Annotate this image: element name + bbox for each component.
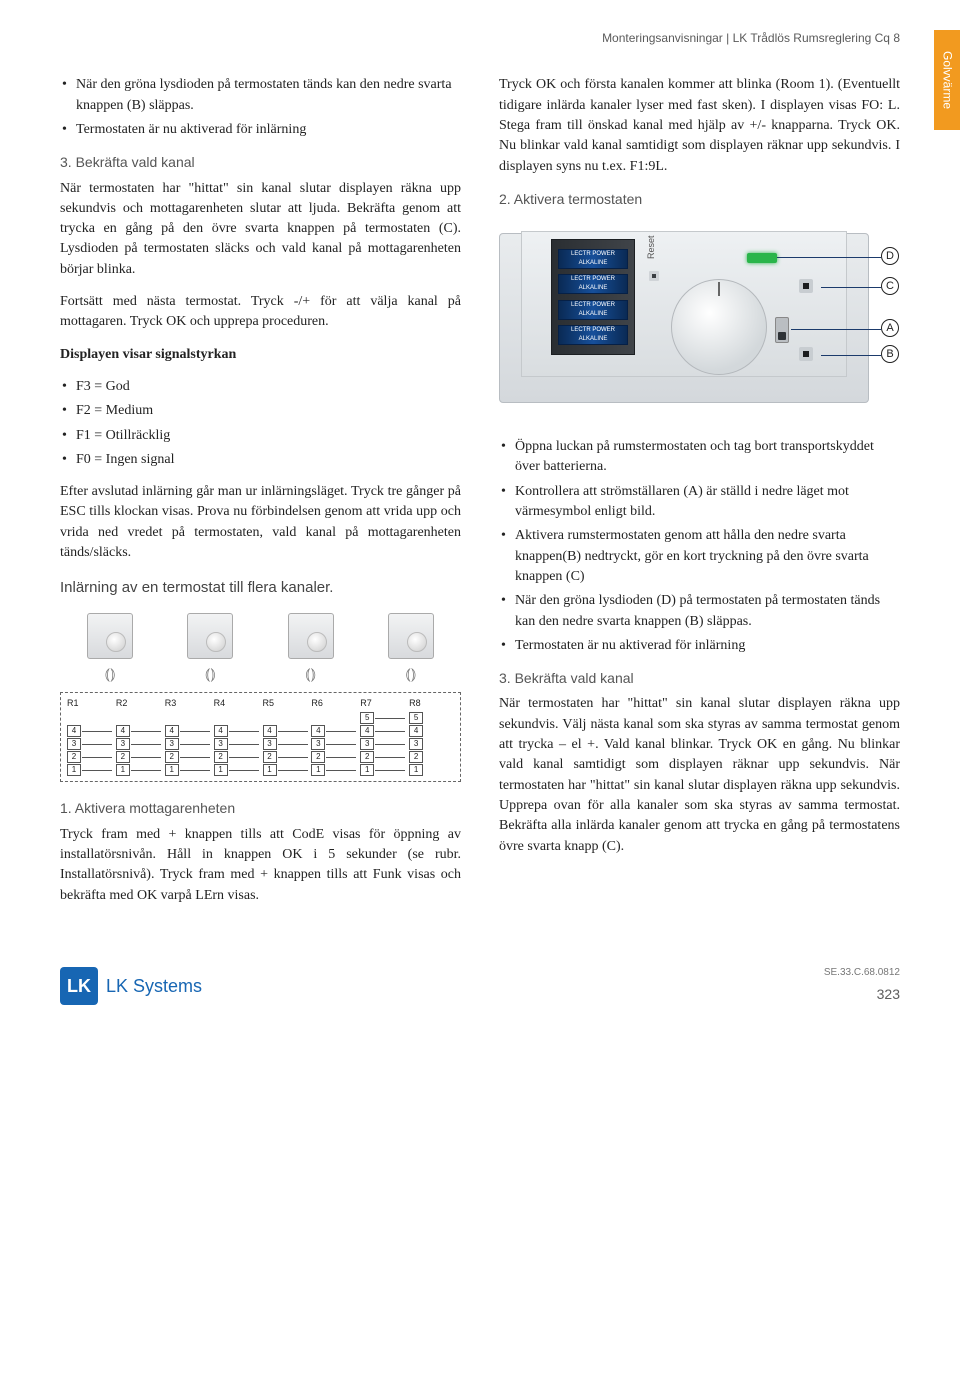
mini-thermostat-icon — [388, 613, 434, 659]
act1-heading: 1. Aktivera mottagarenheten — [60, 798, 461, 818]
doc-code: SE.33.C.68.0812 — [824, 966, 900, 981]
step3-heading-r: 3. Bekräfta vald kanal — [499, 668, 900, 688]
reset-label: Reset — [645, 236, 658, 260]
recv-label: R5 — [261, 697, 310, 710]
mini-thermostat-icon — [87, 613, 133, 659]
reset-button-icon — [649, 271, 659, 281]
recv-label: R8 — [407, 697, 456, 710]
logo: LK LK Systems — [60, 967, 202, 1005]
callout-line — [791, 329, 881, 330]
battery-icon: LECTR POWER ALKALINE — [558, 249, 628, 269]
battery-icon: LECTR POWER ALKALINE — [558, 274, 628, 294]
mini-thermostat-icon — [288, 613, 334, 659]
recv-label: R2 — [114, 697, 163, 710]
recv-label: R1 — [65, 697, 114, 710]
callout-line — [821, 287, 881, 288]
recv-label: R7 — [358, 697, 407, 710]
button-b-icon — [799, 347, 813, 361]
left-column: När den gröna lysdioden på termostaten t… — [60, 75, 461, 917]
recv-label: R3 — [163, 697, 212, 710]
body-text: Tryck OK och första kanalen kommer att b… — [499, 75, 900, 176]
body-text: När termostaten har "hittat" sin kanal s… — [60, 179, 461, 280]
list-item: Öppna luckan på rumstermostaten och tag … — [499, 437, 900, 478]
multi-thermostat-diagram: ⦅⦆⦅⦆⦅⦆⦅⦆ R1 R2 R3 R4 R5 R6 R7 R8 1234 — [60, 613, 461, 782]
battery-icon: LECTR POWER ALKALINE — [558, 325, 628, 345]
side-tab: Golvvärme — [934, 30, 960, 130]
list-item: F1 = Otillräcklig — [60, 426, 461, 446]
activate-bullets: Öppna luckan på rumstermostaten och tag … — [499, 437, 900, 656]
callout-line — [777, 257, 881, 258]
list-item: När den gröna lysdioden (D) på termostat… — [499, 591, 900, 632]
thermostat-diagram: LECTR POWER ALKALINE LECTR POWER ALKALIN… — [499, 219, 900, 419]
list-item: Termostaten är nu aktiverad för inlärnin… — [60, 120, 461, 140]
mini-thermostat-icon — [187, 613, 233, 659]
page-footer: LK LK Systems SE.33.C.68.0812 323 — [60, 966, 900, 1005]
list-item: Kontrollera att strömställaren (A) är st… — [499, 482, 900, 523]
act2-heading: 2. Aktivera termostaten — [499, 189, 900, 209]
led-icon — [747, 253, 777, 263]
right-column: Tryck OK och första kanalen kommer att b… — [499, 75, 900, 917]
dial-icon — [671, 279, 767, 375]
callout-b: B — [881, 345, 899, 363]
signal-lead: Displayen visar signalstyrkan — [60, 345, 461, 365]
callout-line — [821, 355, 881, 356]
button-c-icon — [799, 279, 813, 293]
list-item: När den gröna lysdioden på termostaten t… — [60, 75, 461, 116]
body-text: Efter avslutad inlärning går man ur inlä… — [60, 482, 461, 563]
signal-waves-icon: ⦅⦆⦅⦆⦅⦆⦅⦆ — [60, 663, 461, 686]
receiver-diagram: R1 R2 R3 R4 R5 R6 R7 R8 1234 1234 1234 1… — [60, 692, 461, 782]
recv-label: R6 — [309, 697, 358, 710]
intro-bullets: När den gröna lysdioden på termostaten t… — [60, 75, 461, 140]
body-text: Fortsätt med nästa termostat. Tryck -/+ … — [60, 292, 461, 333]
switch-icon — [775, 317, 789, 343]
list-item: F0 = Ingen signal — [60, 450, 461, 470]
list-item: Aktivera rumstermostaten genom att hålla… — [499, 526, 900, 587]
list-item: F2 = Medium — [60, 401, 461, 421]
battery-compartment: LECTR POWER ALKALINE LECTR POWER ALKALIN… — [551, 239, 635, 355]
recv-label: R4 — [212, 697, 261, 710]
callout-a: A — [881, 319, 899, 337]
battery-icon: LECTR POWER ALKALINE — [558, 300, 628, 320]
logo-mark-icon: LK — [60, 967, 98, 1005]
callout-c: C — [881, 277, 899, 295]
page-number: 323 — [824, 984, 900, 1004]
multi-heading: Inlärning av en termostat till flera kan… — [60, 577, 461, 599]
logo-text: LK Systems — [106, 973, 202, 999]
list-item: F3 = God — [60, 377, 461, 397]
body-text: Tryck fram med + knappen tills att CodE … — [60, 825, 461, 906]
signal-bullets: F3 = God F2 = Medium F1 = Otillräcklig F… — [60, 377, 461, 470]
list-item: Termostaten är nu aktiverad för inlärnin… — [499, 636, 900, 656]
body-text: När termostaten har "hittat" sin kanal s… — [499, 694, 900, 856]
callout-d: D — [881, 247, 899, 265]
doc-header: Monteringsanvisningar | LK Trådlös Rumsr… — [60, 30, 900, 47]
step3-heading: 3. Bekräfta vald kanal — [60, 152, 461, 172]
